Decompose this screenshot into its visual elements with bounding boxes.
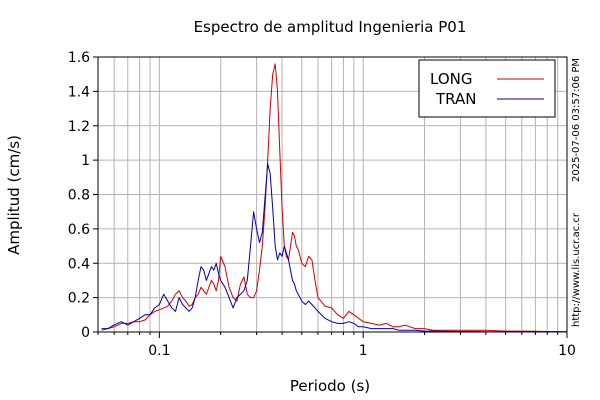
- y-tick-label: 0: [81, 325, 90, 341]
- series-layer: [101, 63, 568, 333]
- x-tick-label: 0.1: [148, 343, 170, 359]
- plot-area-frame: [97, 56, 568, 333]
- timestamp-label: 2025-07-06 03:57:06 PM: [571, 58, 582, 182]
- y-tick-label: 0.4: [68, 256, 90, 272]
- y-tick-label: 0.2: [68, 291, 90, 307]
- legend-box: [418, 59, 556, 118]
- x-tick-label: 10: [558, 343, 576, 359]
- y-tick-label: 1.6: [68, 50, 90, 66]
- y-tick-label: 1: [81, 153, 90, 169]
- axis-ticks: 0 0.2 0.4 0.6 0.8 1 1.2 1.4 1.6 0.1 1 10: [68, 50, 576, 359]
- y-axis-label: Amplitud (cm/s): [5, 135, 23, 255]
- series-line-long: [101, 63, 568, 333]
- legend: LONG TRAN: [418, 59, 556, 118]
- legend-label-long: LONG: [430, 70, 472, 88]
- source-url-label: http://www.lis.ucr.ac.cr: [571, 212, 582, 327]
- y-tick-label: 0.6: [68, 222, 90, 238]
- legend-label-tran: TRAN: [435, 90, 476, 108]
- x-axis-label: Periodo (s): [290, 377, 370, 395]
- chart-title: Espectro de amplitud Ingenieria P01: [194, 18, 467, 36]
- x-tick-label: 1: [359, 343, 368, 359]
- series-line-tran: [101, 163, 567, 333]
- y-tick-label: 1.2: [68, 119, 90, 135]
- y-tick-label: 0.8: [68, 188, 90, 204]
- y-tick-label: 1.4: [68, 84, 90, 100]
